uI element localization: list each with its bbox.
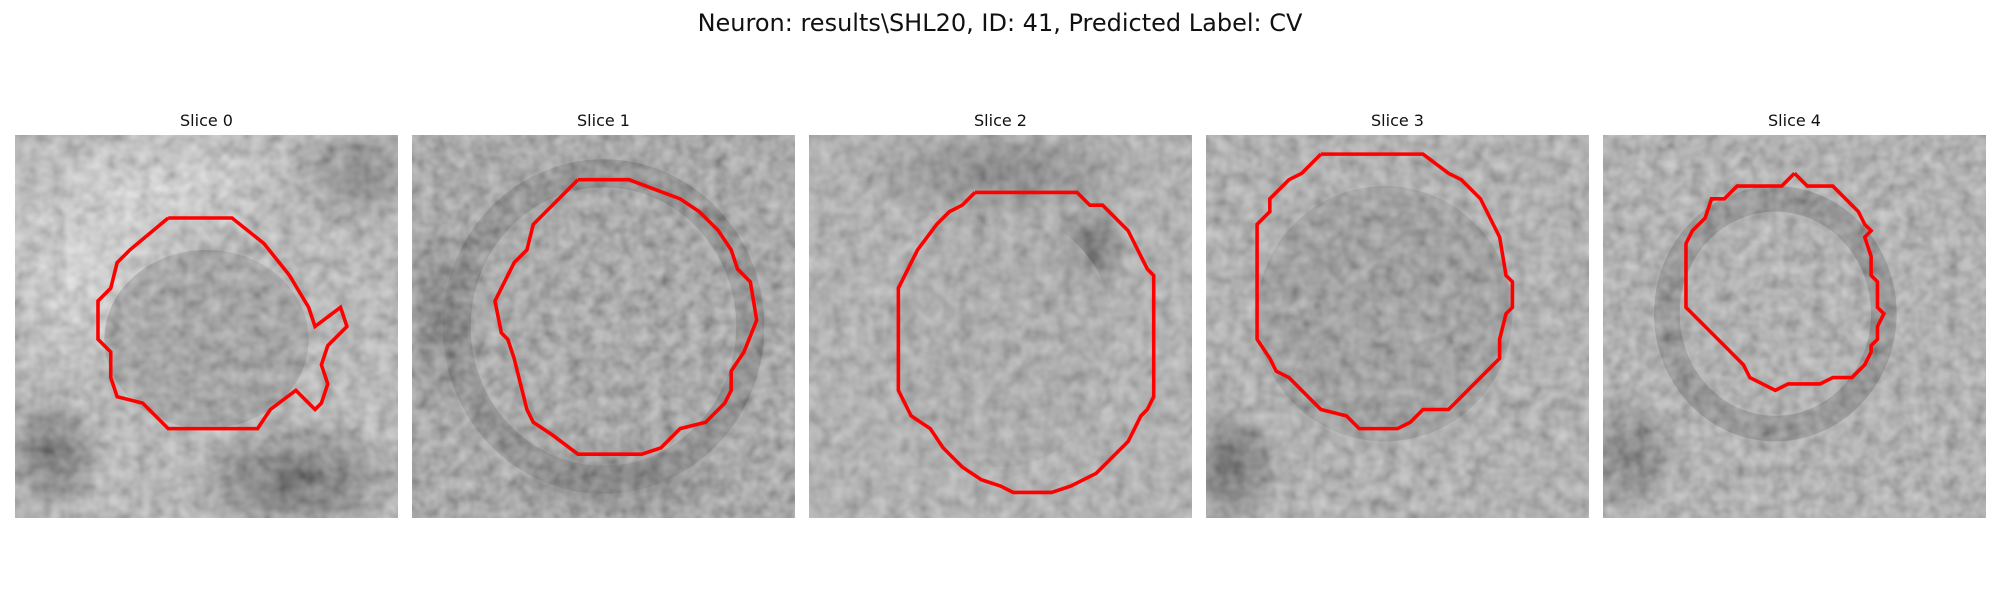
slice-title: Slice 1 xyxy=(577,111,630,130)
figure-title: Neuron: results\SHL20, ID: 41, Predicted… xyxy=(697,9,1303,37)
slice-panel-4: Slice 4 xyxy=(1603,111,1986,518)
slice-title: Slice 4 xyxy=(1768,111,1821,130)
slice-image xyxy=(412,135,795,518)
slice-panel-2: Slice 2 xyxy=(809,111,1192,518)
slice-image xyxy=(15,135,398,518)
slice-title: Slice 2 xyxy=(974,111,1027,130)
slice-image xyxy=(1603,135,1986,518)
slice-image xyxy=(1206,135,1589,518)
slice-image xyxy=(809,135,1192,518)
slice-panel-3: Slice 3 xyxy=(1206,111,1589,518)
slice-title: Slice 0 xyxy=(180,111,233,130)
slice-panel-1: Slice 1 xyxy=(412,111,795,518)
slice-title: Slice 3 xyxy=(1371,111,1424,130)
slice-panel-0: Slice 0 xyxy=(15,111,398,518)
